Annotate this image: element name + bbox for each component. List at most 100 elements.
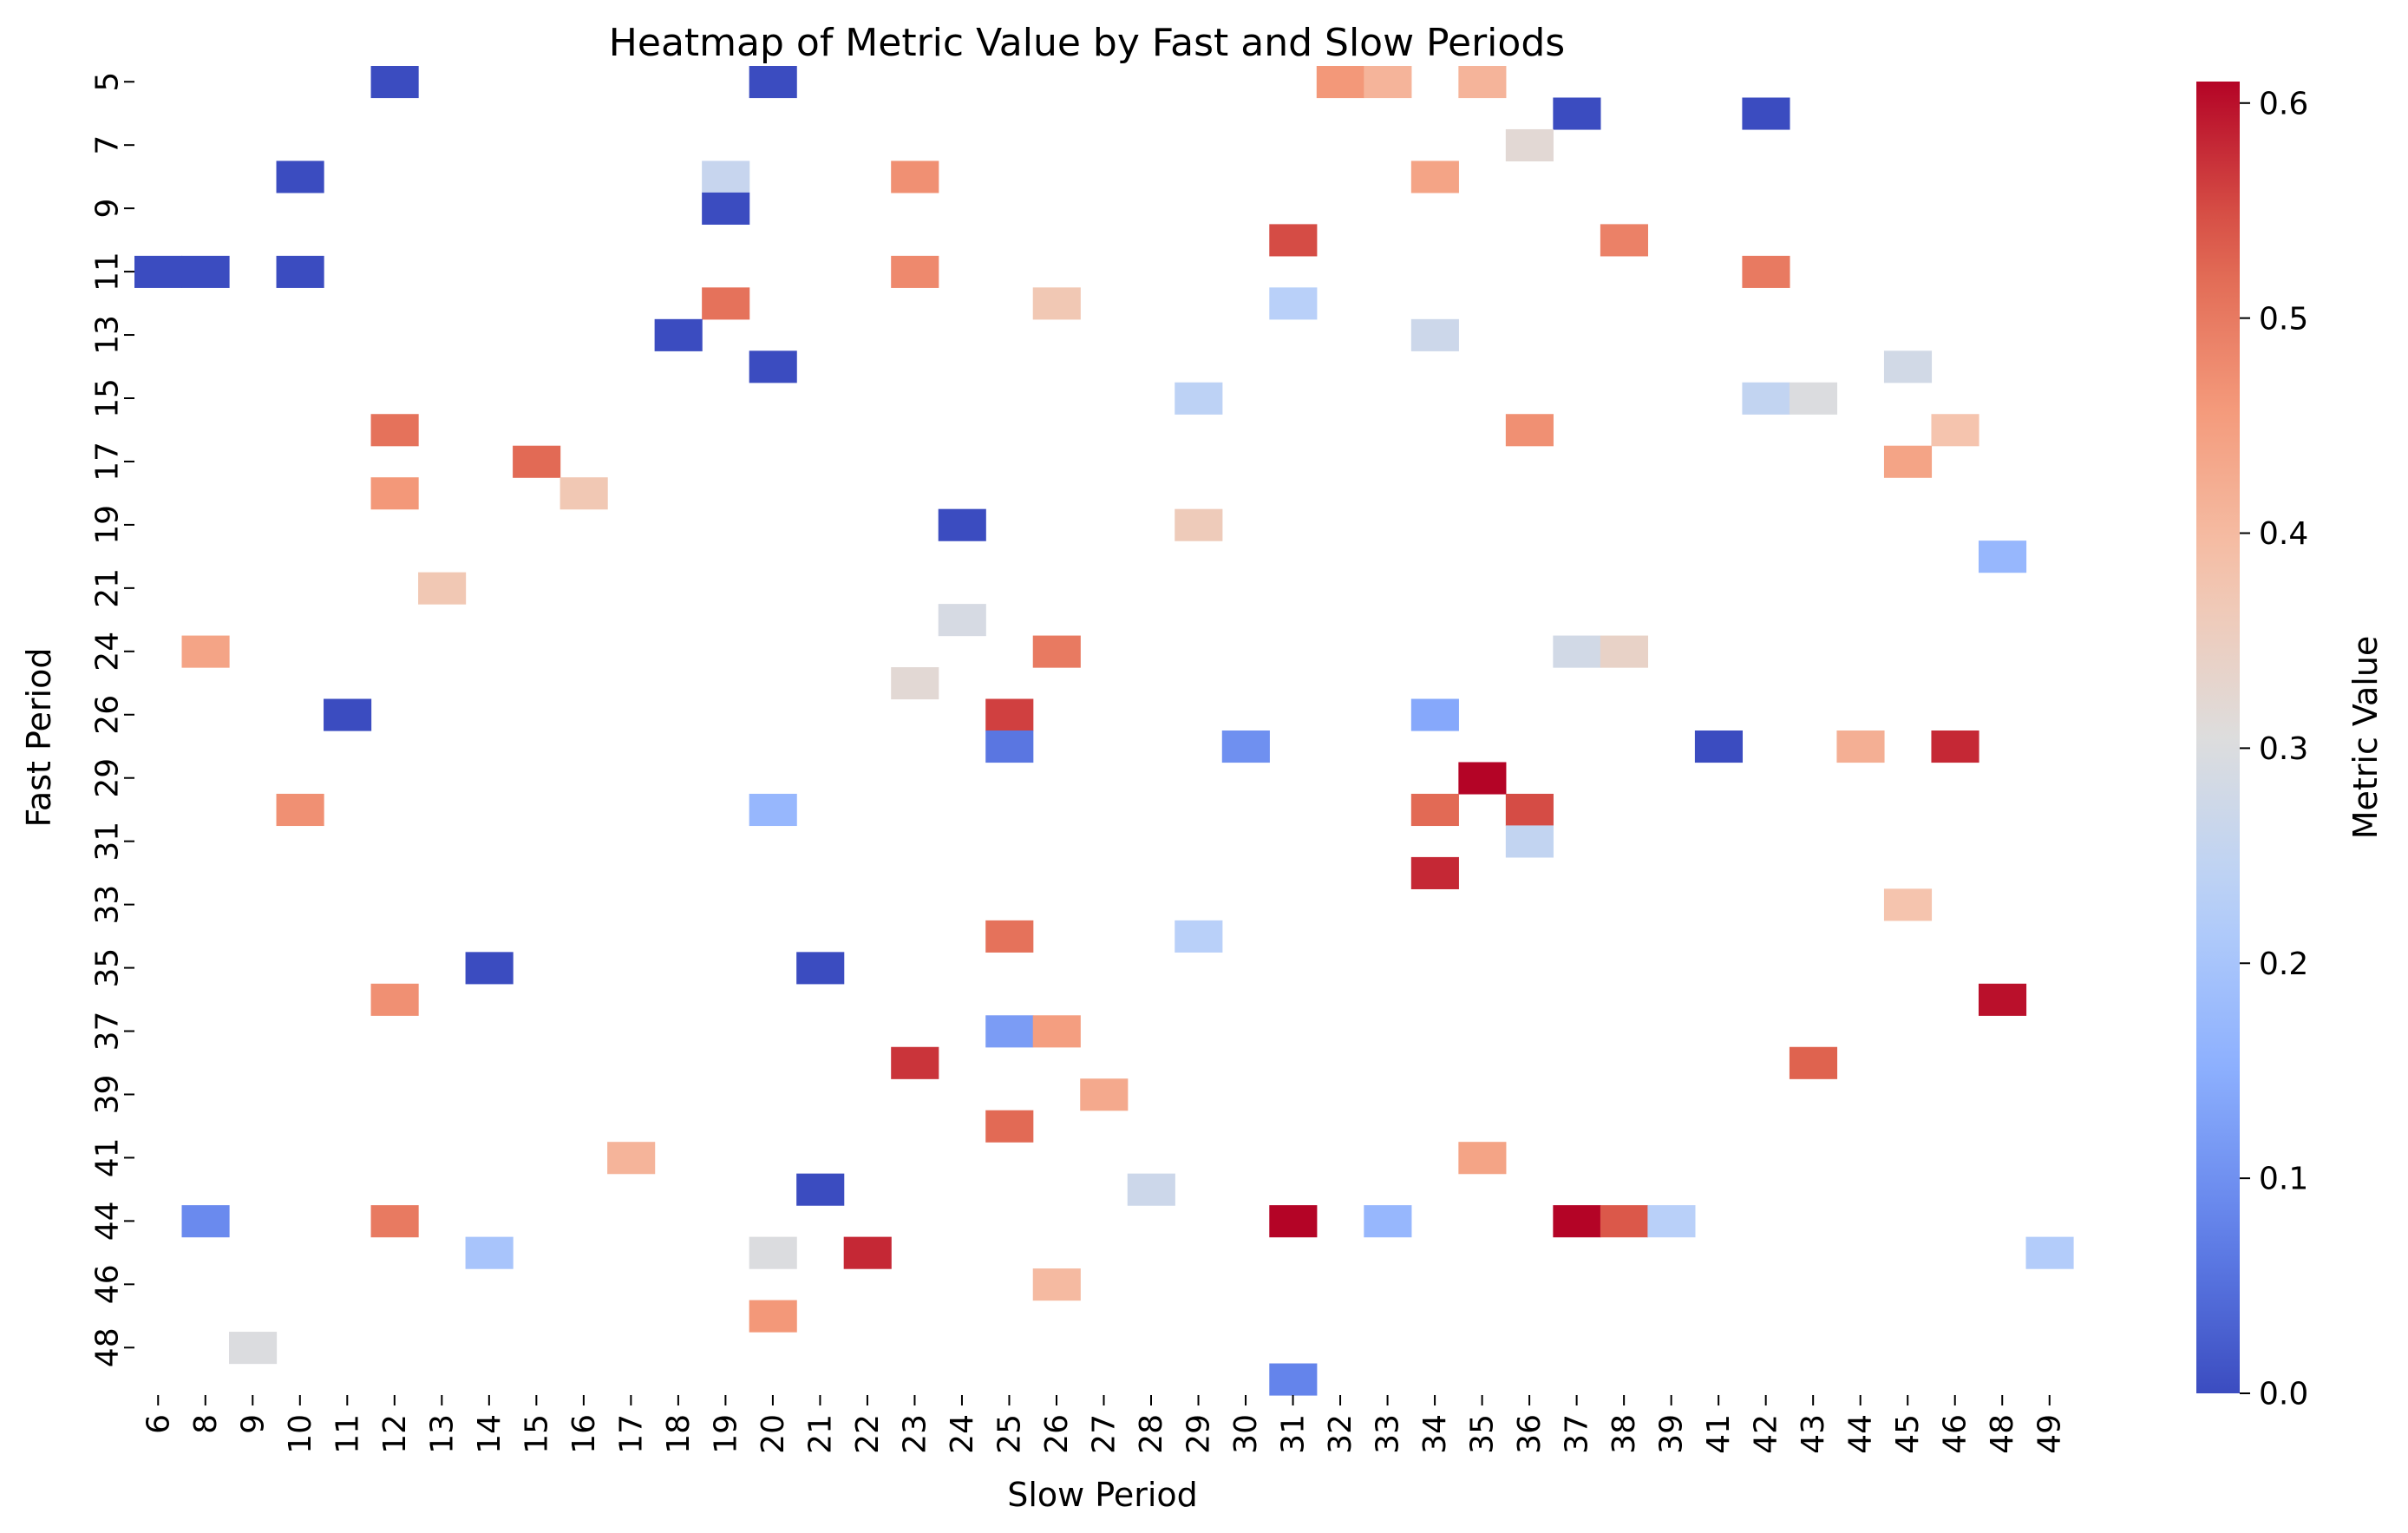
heatmap-cell [465,952,514,985]
heatmap-cell [1364,1205,1412,1238]
heatmap-cell [985,730,1034,763]
heatmap-cell [134,255,183,288]
x-tick-label: 31 [1276,1414,1312,1454]
heatmap-cell [1742,97,1790,130]
heatmap-cell [938,508,986,541]
heatmap-cell [796,952,845,985]
x-tick-label: 26 [1039,1414,1075,1454]
heatmap-cell [465,1236,514,1269]
x-tick-label: 24 [945,1414,980,1454]
heatmap-cell [276,793,324,827]
heatmap-cell [1175,382,1223,415]
y-tick-label: 19 [90,505,126,545]
x-tick-label: 37 [1560,1414,1595,1454]
heatmap-cell [1032,635,1081,668]
heatmap-cell [370,477,419,510]
y-tick-label: 9 [90,199,126,219]
y-tick-label: 7 [90,135,126,155]
heatmap-cell [1836,730,1885,763]
heatmap-cell [654,318,703,351]
heatmap-cell [181,255,230,288]
x-tick-label: 11 [330,1414,365,1454]
colorbar-ticks: 0.0 0.1 0.2 0.3 0.4 0.5 0.6 [2240,86,2308,1412]
x-tick-label: 32 [1323,1414,1358,1454]
y-tick-label: 37 [90,1012,126,1051]
y-tick-label: 44 [90,1201,126,1241]
heatmap-cell [1505,414,1554,447]
x-axis: 6 8 9 10 11 12 13 14 15 16 17 18 19 20 21 22 23 24 25 26 27 2… [141,1395,2068,1454]
heatmap-cell [1694,730,1744,763]
y-tick-label: 24 [90,632,126,672]
heatmap-cell [1931,414,1979,447]
y-tick-label: 41 [90,1137,126,1177]
heatmap-cell [891,255,939,288]
x-tick-label: 18 [661,1414,697,1454]
heatmap-cell [1032,1015,1081,1048]
heatmap-cell [1410,856,1459,889]
x-tick-label: 41 [1701,1414,1737,1454]
y-tick-label: 11 [90,252,126,292]
heatmap-cell [276,161,324,193]
colorbar-tick-label: 0.4 [2259,516,2308,552]
heatmap-cell [1221,730,1270,763]
x-tick-label: 20 [756,1414,791,1454]
x-tick-label: 25 [992,1414,1028,1454]
heatmap-cell [324,698,372,731]
heatmap-cell [1127,1173,1175,1206]
heatmap-cell [1505,825,1554,858]
heatmap-cell [181,1205,230,1238]
y-tick-label: 46 [90,1264,126,1304]
x-tick-label: 42 [1749,1414,1784,1454]
x-tick-label: 6 [141,1414,176,1434]
y-tick-label: 21 [90,568,126,608]
x-tick-label: 22 [850,1414,886,1454]
heatmap-cell [1600,635,1648,668]
x-tick-label: 10 [283,1414,318,1454]
x-tick-label: 23 [898,1414,933,1454]
heatmap-cell [1883,888,1933,921]
x-tick-label: 29 [1181,1414,1217,1454]
y-tick-label: 26 [90,695,126,735]
colorbar-tick-label: 0.3 [2259,731,2308,767]
y-axis-label: Fast Period [20,648,58,828]
y-tick-label: 31 [90,822,126,861]
x-tick-label: 28 [1134,1414,1169,1454]
heatmap-cell [1458,762,1507,795]
x-tick-label: 39 [1654,1414,1690,1454]
y-tick-label: 35 [90,948,126,988]
x-tick-label: 30 [1228,1414,1264,1454]
heatmap-cell [513,445,561,478]
x-tick-label: 35 [1465,1414,1501,1454]
x-tick-label: 13 [424,1414,460,1454]
heatmap-cell [370,66,419,99]
heatmap-cell [1742,255,1790,288]
colorbar-tick-label: 0.1 [2259,1162,2308,1197]
x-axis-label: Slow Period [1007,1476,1198,1514]
heatmap-cell [1553,635,1601,668]
heatmap-cell [1175,508,1223,541]
chart-title: Heatmap of Metric Value by Fast and Slow… [609,21,1565,65]
colorbar-label: Metric Value [2346,636,2385,840]
x-tick-label: 19 [708,1414,743,1454]
heatmap-cells [134,66,2074,1396]
heatmap-cell [370,414,419,447]
x-tick-label: 8 [188,1414,224,1434]
heatmap-cell [843,1236,892,1269]
heatmap-cell [1080,1078,1129,1111]
heatmap-cell [1269,287,1318,320]
heatmap-cell [1410,318,1459,351]
heatmap-cell [1931,730,1979,763]
y-tick-label: 48 [90,1327,126,1367]
heatmap-cell [1600,224,1648,257]
heatmap-cell [1364,66,1412,99]
heatmap-cell [370,1205,419,1238]
colorbar [2196,82,2240,1393]
x-tick-label: 45 [1890,1414,1926,1454]
heatmap-cell [1789,1046,1838,1079]
x-tick-label: 49 [2032,1414,2068,1454]
heatmap-cell [1553,97,1601,130]
heatmap-cell [749,350,797,383]
heatmap-cell [1410,698,1459,731]
heatmap-cell [749,1300,797,1333]
